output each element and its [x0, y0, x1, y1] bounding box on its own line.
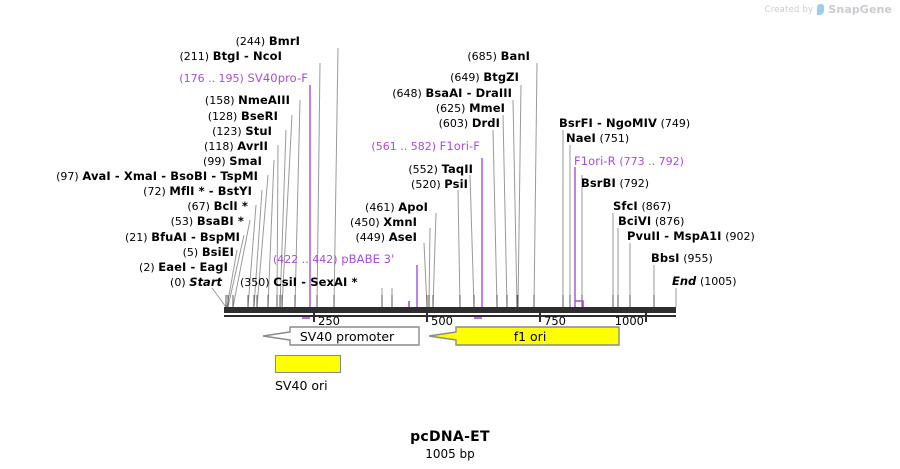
feature-arrow-left-sv40-promoter — [262, 326, 420, 346]
label-bmri[interactable]: (244) BmrI — [235, 34, 300, 49]
dna-backbone[interactable] — [224, 307, 676, 313]
label-sfci[interactable]: SfcI (867) — [613, 199, 672, 214]
label-bsaai-draiii[interactable]: (648) BsaAI - DraIII — [392, 86, 512, 101]
legend-swatch-sv40-ori — [275, 355, 341, 373]
feature-f1-ori[interactable]: f1 ori — [428, 326, 620, 346]
label-stui[interactable]: (123) StuI — [212, 124, 272, 139]
label-asei[interactable]: (449) AseI — [355, 230, 417, 245]
label-mfli-bstyi[interactable]: (72) MflI * - BstYI — [143, 184, 252, 199]
label-taqii[interactable]: (552) TaqII — [408, 162, 473, 177]
ruler-tick-label-1000: 1000 — [614, 314, 644, 328]
watermark-created-by-text: Created by — [764, 4, 814, 15]
label-bbsi[interactable]: BbsI (955) — [651, 251, 713, 266]
label-mmei[interactable]: (625) MmeI — [435, 101, 505, 116]
ruler-tick-label-750: 750 — [544, 314, 566, 328]
label-bsabi[interactable]: (53) BsaBI * — [170, 214, 244, 229]
label-bseri[interactable]: (128) BseRI — [207, 109, 278, 124]
label-bani[interactable]: (685) BanI — [467, 49, 530, 64]
feature-sv40-promoter[interactable]: SV40 promoter — [262, 326, 420, 346]
label-avai-xmai-bsobi-tspmi[interactable]: (97) AvaI - XmaI - BsoBI - TspMI — [56, 169, 258, 184]
label-f1ori-r-primer[interactable]: F1ori-R (773 .. 792) — [574, 154, 684, 169]
ruler-tick-500 — [426, 313, 428, 322]
label-pbabe-3prime-primer[interactable]: (422 .. 442) pBABE 3' — [273, 252, 395, 267]
label-naei[interactable]: NaeI (751) — [566, 131, 630, 146]
label-bcivi[interactable]: BciVI (876) — [618, 214, 685, 229]
plasmid-name: pcDNA-ET — [410, 429, 490, 445]
ruler-tick-250 — [313, 313, 315, 322]
label-csii-sexai[interactable]: (350) CsiI - SexAI * — [240, 275, 358, 290]
feature-arrow-left-f1-ori — [428, 326, 620, 346]
label-sv40pro-f-primer[interactable]: (176 .. 195) SV40pro-F — [179, 71, 308, 86]
label-psii[interactable]: (520) PsiI — [411, 177, 468, 192]
label-pvuii-mspa1i[interactable]: PvuII - MspA1I (902) — [627, 229, 755, 244]
feature-label-sv40-promoter: SV40 promoter — [299, 328, 395, 344]
label-start[interactable]: (0) Start — [170, 275, 222, 290]
label-nmeaiii[interactable]: (158) NmeAIII — [204, 93, 290, 108]
label-bsrfi-ngomiv[interactable]: BsrFI - NgoMIV (749) — [559, 116, 691, 131]
label-eaei-eagi[interactable]: (2) EaeI - EagI — [139, 260, 228, 275]
ruler-tick-label-250: 250 — [318, 314, 340, 328]
label-btgi-ncoi[interactable]: (211) BtgI - NcoI — [179, 49, 282, 64]
label-avrii[interactable]: (118) AvrII — [204, 139, 268, 154]
ruler-tick-1000 — [645, 313, 647, 322]
feature-label-f1-ori: f1 ori — [513, 328, 547, 344]
label-end[interactable]: End (1005) — [672, 274, 737, 289]
label-btgzi[interactable]: (649) BtgZI — [450, 70, 519, 85]
ruler-tick-label-500: 500 — [431, 314, 453, 328]
snapgene-watermark: Created by SnapGene — [765, 3, 892, 16]
plasmid-size: 1005 bp — [425, 447, 475, 461]
label-xmni[interactable]: (450) XmnI — [350, 215, 417, 230]
label-drdi[interactable]: (603) DrdI — [438, 116, 500, 131]
ruler-tick-750 — [539, 313, 541, 322]
label-f1ori-f-primer[interactable]: (561 .. 582) F1ori-F — [371, 139, 480, 154]
label-bfuai-bspmi[interactable]: (21) BfuAI - BspMI — [124, 230, 240, 245]
label-bcli[interactable]: (67) BclI * — [187, 199, 248, 214]
label-bsrbi[interactable]: BsrBI (792) — [581, 176, 650, 191]
label-apoi[interactable]: (461) ApoI — [365, 200, 428, 215]
watermark-brand-text: SnapGene — [828, 3, 892, 16]
label-smai[interactable]: (99) SmaI — [203, 154, 262, 169]
label-bsiei[interactable]: (5) BsiEI — [182, 245, 234, 260]
snapgene-logo-icon — [817, 4, 825, 15]
legend-label-sv40-ori: SV40 ori — [275, 378, 328, 393]
ruler-axis-line — [224, 315, 676, 317]
